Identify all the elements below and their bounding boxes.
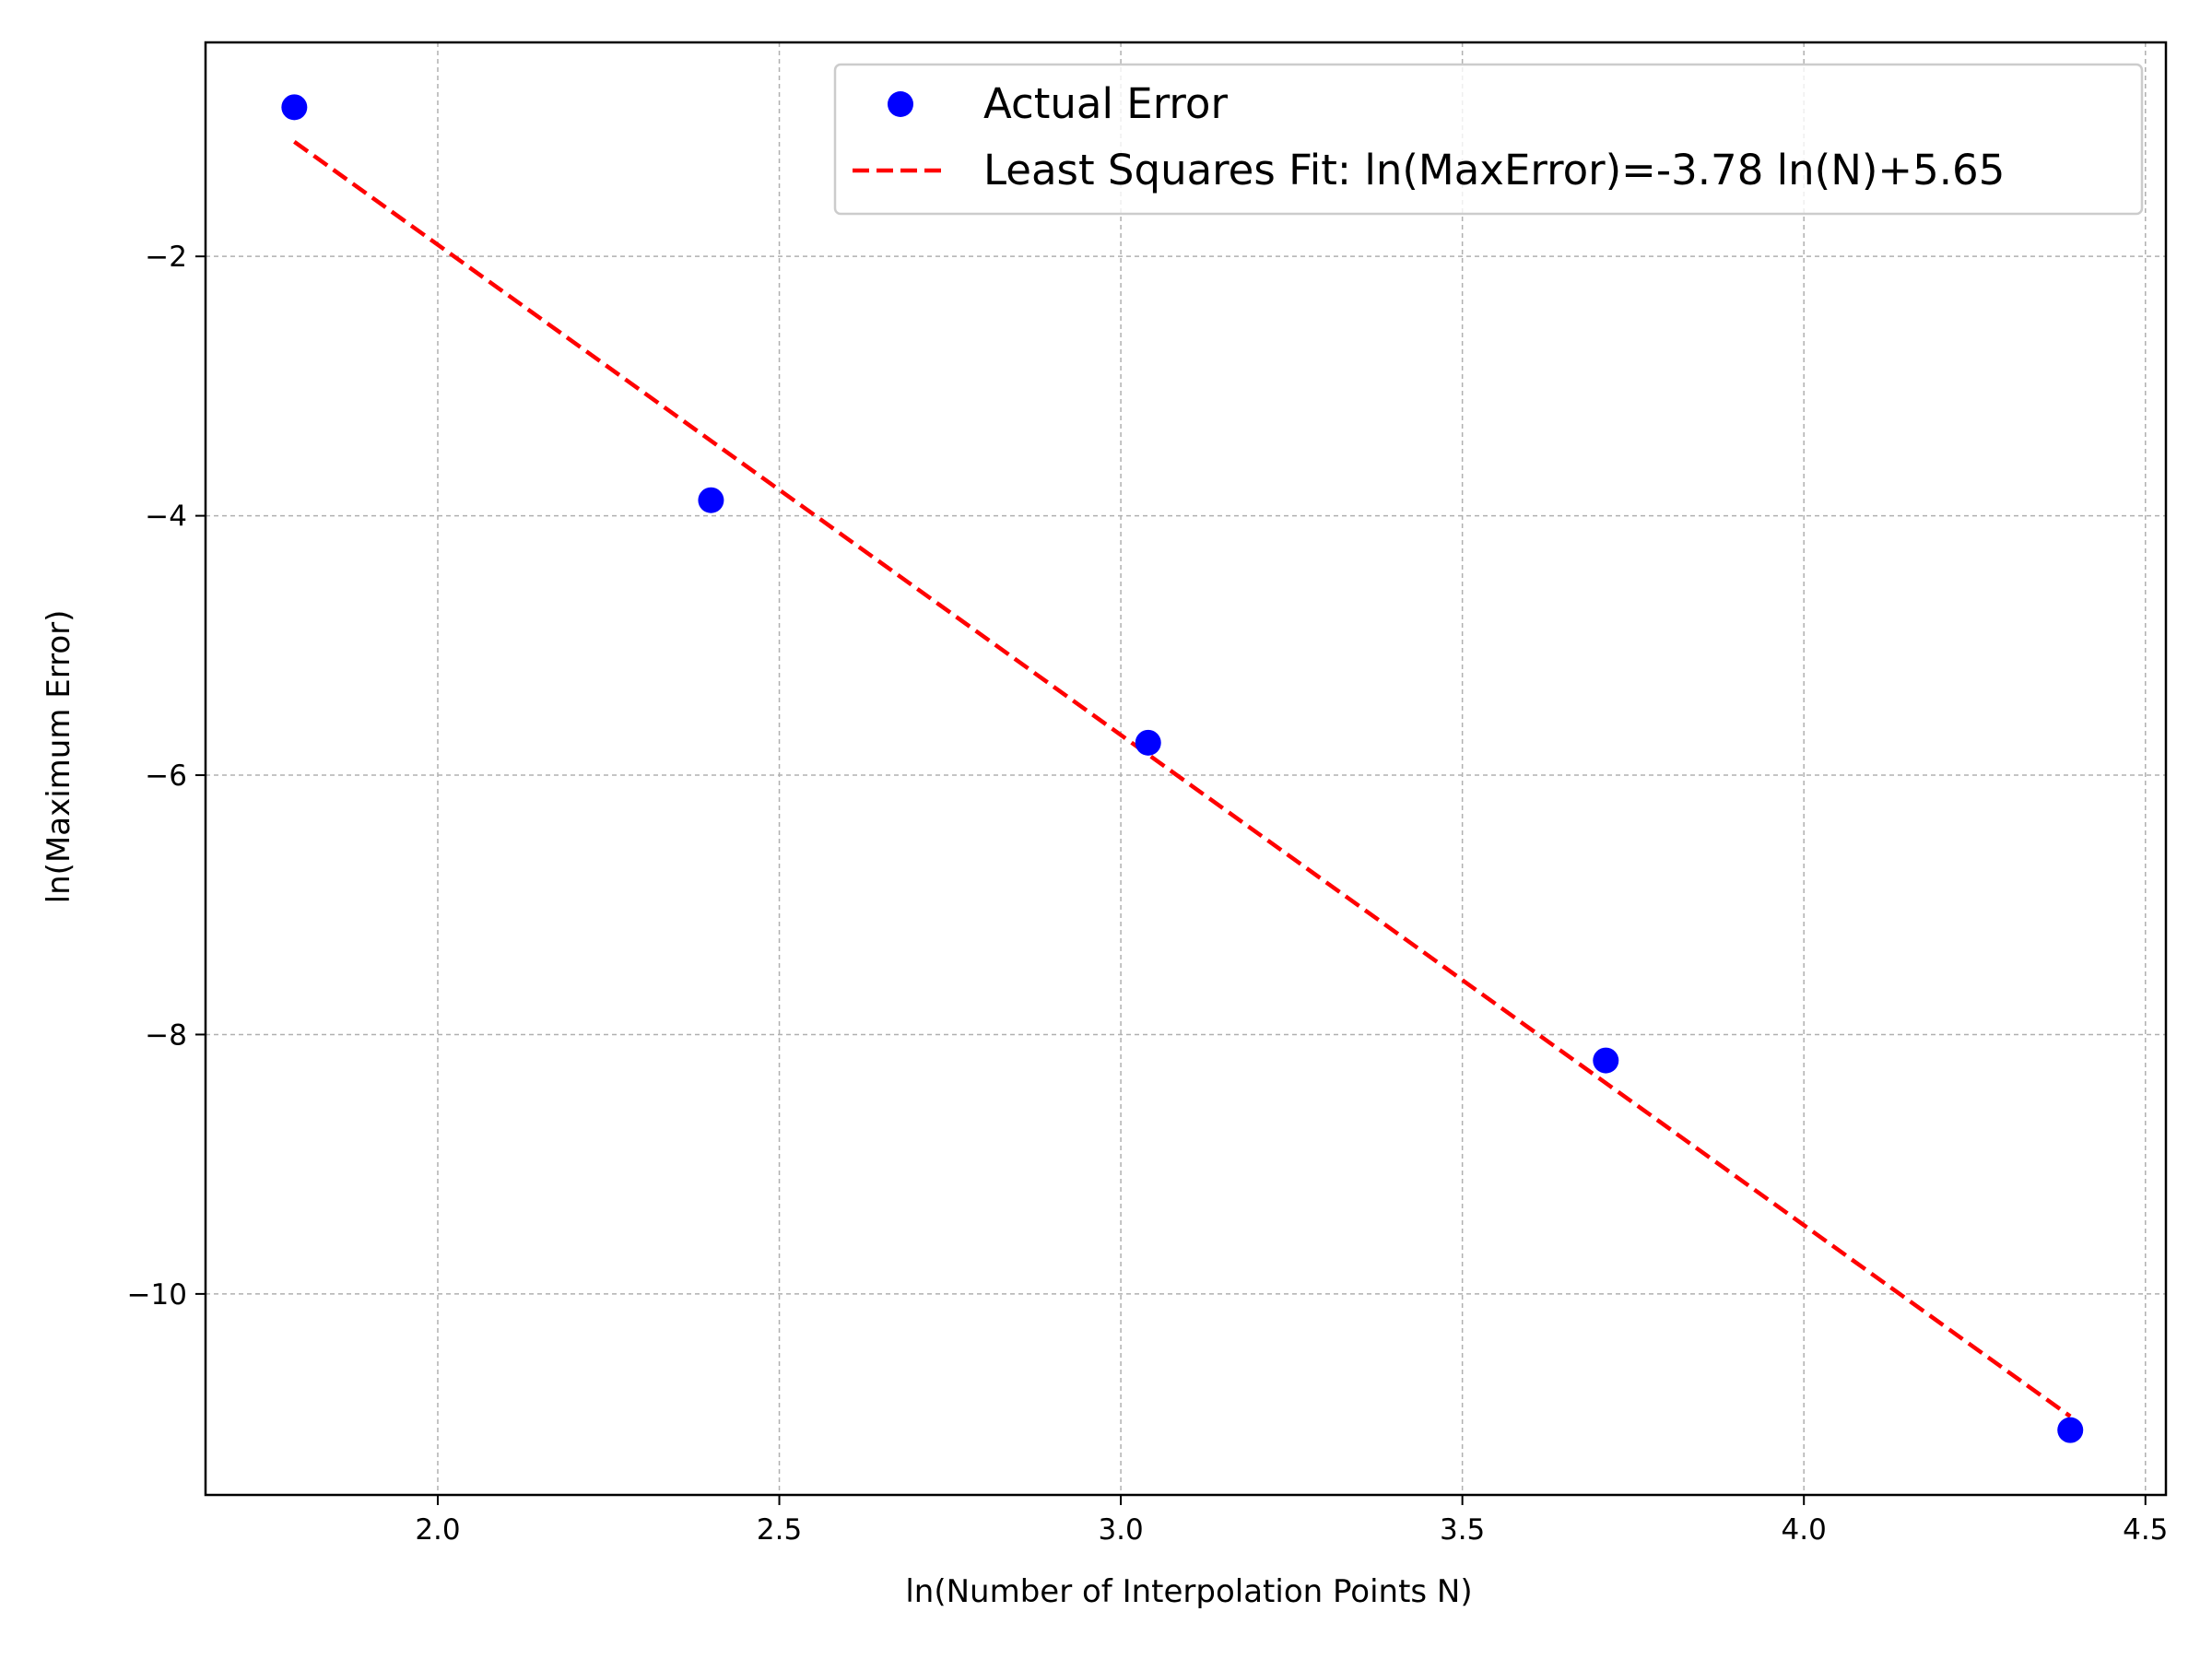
ticks-layer <box>195 255 2147 1505</box>
legend-label-actual-error: Actual Error <box>983 79 1228 128</box>
legend: Actual Error Least Squares Fit: ln(MaxEr… <box>833 63 2144 216</box>
data-point <box>281 94 308 121</box>
least-squares-fit-line <box>293 139 2072 1418</box>
y-tick-label: −10 <box>127 1278 187 1312</box>
tick-labels-layer: 2.0 2.5 3.0 3.5 4.0 4.5 −2 −4 −6 −8 −10 <box>127 241 2169 1547</box>
x-tick-label: 4.5 <box>2123 1513 2168 1547</box>
y-tick-label: −8 <box>145 1018 187 1052</box>
y-tick-label: −2 <box>145 241 187 274</box>
data-point <box>2057 1417 2084 1443</box>
legend-label-least-squares-fit: Least Squares Fit: ln(MaxError)=-3.78 ln… <box>983 146 2005 194</box>
y-axis-label: ln(Maximum Error) <box>41 610 77 904</box>
x-axis-label: ln(Number of Interpolation Points N) <box>905 1573 1472 1610</box>
grid-layer <box>206 42 2166 1495</box>
legend-box <box>833 63 2144 216</box>
data-point <box>1593 1047 1619 1074</box>
x-tick-label: 4.0 <box>1782 1513 1827 1547</box>
y-tick-label: −4 <box>145 500 187 534</box>
fit-line-layer <box>293 139 2072 1418</box>
x-tick-label: 3.0 <box>1098 1513 1143 1547</box>
legend-marker-actual-error <box>888 91 913 117</box>
data-point <box>698 487 724 513</box>
data-point <box>1135 729 1161 756</box>
x-tick-label: 2.5 <box>757 1513 802 1547</box>
x-tick-label: 3.5 <box>1440 1513 1485 1547</box>
x-tick-label: 2.0 <box>415 1513 460 1547</box>
data-points-layer <box>281 94 2084 1443</box>
y-tick-label: −6 <box>145 759 187 793</box>
plot-frame <box>204 41 2168 1497</box>
